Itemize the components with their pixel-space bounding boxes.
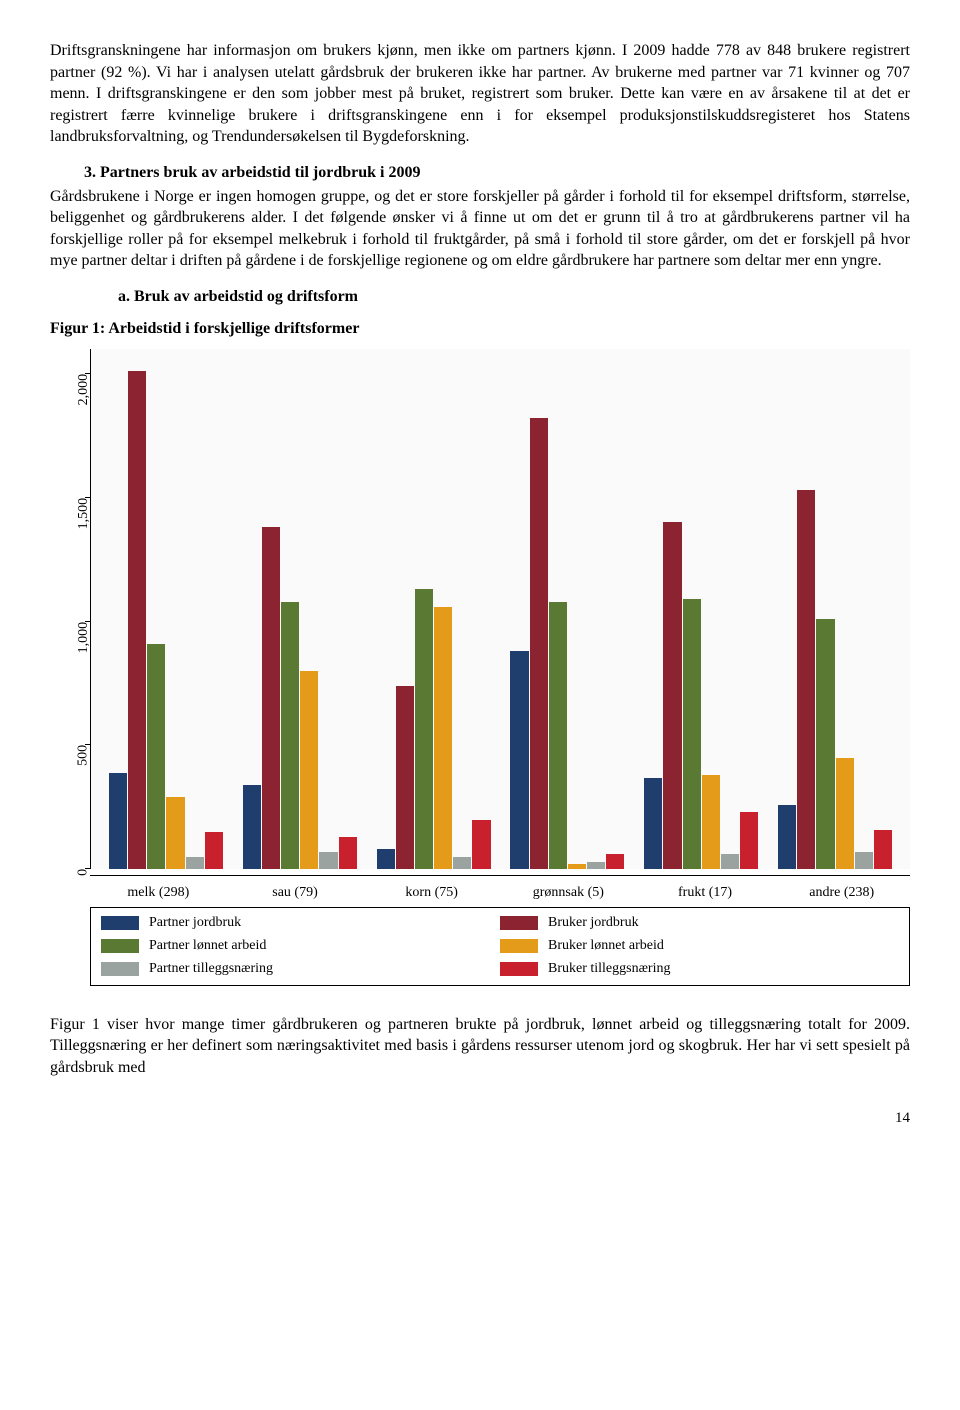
chart-legend-swatch: [101, 916, 139, 930]
chart-bar: [644, 778, 662, 870]
chart-legend: Partner jordbruk Partner lønnet arbeid Par…: [90, 907, 910, 986]
chart-bar: [740, 812, 758, 869]
chart-bar: [339, 837, 357, 869]
chart-bar: [243, 785, 261, 869]
chart-bar: [109, 773, 127, 870]
chart-bar-group: [233, 349, 367, 869]
section-heading-3: 3. Partners bruk av arbeidstid til jordb…: [50, 162, 910, 184]
chart-x-tick-label: sau (79): [227, 884, 364, 903]
chart-legend-label: Partner tilleggsnæring: [149, 960, 273, 979]
chart-bar: [530, 418, 548, 869]
chart-bar-group: [768, 349, 902, 869]
chart-bar: [778, 805, 796, 869]
chart-bar: [587, 862, 605, 869]
body-paragraph: Figur 1 viser hvor mange timer gårdbruke…: [50, 1014, 910, 1079]
chart-legend-item: Bruker tilleggsnæring: [500, 960, 899, 979]
chart-bar-group: [367, 349, 501, 869]
chart-bar-group: [99, 349, 233, 869]
chart-legend-swatch: [101, 939, 139, 953]
chart-bar: [166, 797, 184, 869]
chart-legend-item: Partner jordbruk: [101, 914, 500, 933]
chart-legend-label: Partner jordbruk: [149, 914, 241, 933]
body-paragraph: Driftsgranskningene har informasjon om b…: [50, 40, 910, 148]
figure-caption: Figur 1: Arbeidstid i forskjellige drift…: [50, 318, 910, 340]
chart-legend-swatch: [500, 916, 538, 930]
chart-y-axis: 05001,0001,5002,000: [50, 349, 90, 869]
chart-bar: [453, 857, 471, 869]
chart-bar-group: [634, 349, 768, 869]
chart-legend-label: Partner lønnet arbeid: [149, 937, 266, 956]
chart-bar: [377, 849, 395, 869]
chart-legend-swatch: [101, 962, 139, 976]
chart-x-tick-label: melk (298): [90, 884, 227, 903]
chart-legend-label: Bruker lønnet arbeid: [548, 937, 664, 956]
chart-bar: [568, 864, 586, 869]
chart-legend-item: Bruker jordbruk: [500, 914, 899, 933]
chart-legend-item: Partner tilleggsnæring: [101, 960, 500, 979]
chart-bar: [262, 527, 280, 869]
chart-bar: [606, 854, 624, 869]
chart-x-tick-label: korn (75): [363, 884, 500, 903]
chart-legend-item: Bruker lønnet arbeid: [500, 937, 899, 956]
chart-bar: [415, 589, 433, 869]
chart-legend-swatch: [500, 962, 538, 976]
chart-x-tick-label: andre (238): [773, 884, 910, 903]
chart-bar: [319, 852, 337, 869]
chart-x-tick-label: frukt (17): [637, 884, 774, 903]
chart-bar: [472, 820, 490, 870]
chart-bar: [816, 619, 834, 869]
figure-1-chart: 05001,0001,5002,000: [50, 349, 910, 869]
chart-bar: [836, 758, 854, 869]
chart-bar: [281, 602, 299, 869]
chart-legend-label: Bruker tilleggsnæring: [548, 960, 671, 979]
chart-bar: [702, 775, 720, 869]
chart-bar: [683, 599, 701, 869]
chart-legend-label: Bruker jordbruk: [548, 914, 639, 933]
subsection-heading-a: a. Bruk av arbeidstid og driftsform: [50, 286, 910, 308]
chart-bar: [128, 371, 146, 869]
chart-y-tick-label: 0: [75, 869, 94, 876]
chart-bar: [874, 830, 892, 870]
chart-bar: [663, 522, 681, 869]
chart-bar: [186, 857, 204, 869]
chart-bar: [205, 832, 223, 869]
chart-bar: [434, 607, 452, 869]
chart-bar: [855, 852, 873, 869]
chart-bar: [510, 651, 528, 869]
chart-bar: [147, 644, 165, 869]
page-number: 14: [50, 1108, 910, 1128]
chart-bar-group: [500, 349, 634, 869]
chart-bar: [721, 854, 739, 869]
chart-legend-item: Partner lønnet arbeid: [101, 937, 500, 956]
chart-bar: [797, 490, 815, 869]
chart-legend-swatch: [500, 939, 538, 953]
chart-bar: [396, 686, 414, 869]
chart-x-tick-label: grønnsak (5): [500, 884, 637, 903]
body-paragraph: Gårdsbrukene i Norge er ingen homogen gr…: [50, 186, 910, 272]
chart-x-axis: melk (298)sau (79)korn (75)grønnsak (5)f…: [90, 875, 910, 903]
chart-bar: [549, 602, 567, 869]
chart-plot-area: [90, 349, 910, 869]
chart-bar: [300, 671, 318, 869]
